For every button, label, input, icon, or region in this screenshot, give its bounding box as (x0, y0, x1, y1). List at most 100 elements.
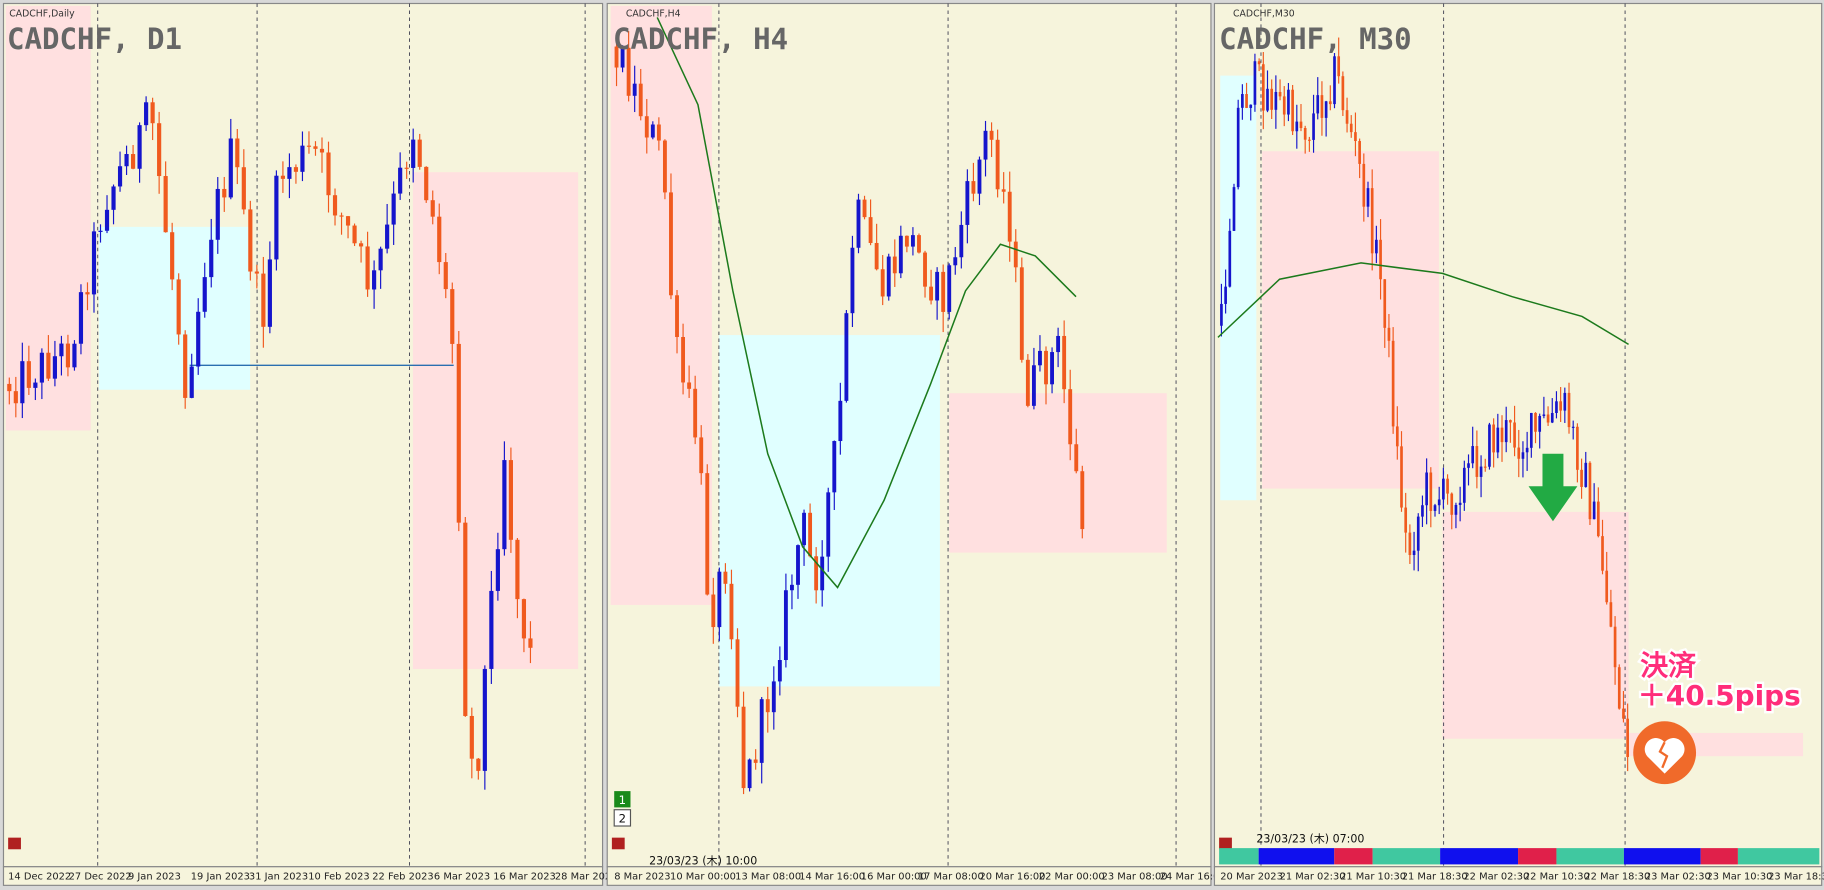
indicator-bar (1556, 848, 1624, 865)
candle-body (332, 195, 338, 216)
candle-body (1404, 507, 1408, 533)
down-arrow (1528, 453, 1578, 522)
candle-body (228, 138, 233, 198)
time-label: 20 Mar 2023 (1220, 872, 1283, 883)
candle-body (898, 235, 903, 274)
candle-body (814, 556, 819, 591)
candle-body (196, 311, 201, 367)
candle-body (1421, 505, 1424, 517)
candle-body (802, 512, 806, 546)
candle-body (953, 257, 958, 266)
zone (1262, 151, 1439, 489)
candle-body (856, 199, 861, 248)
candle-body (669, 192, 673, 296)
candle-body (1349, 123, 1353, 133)
zone (610, 5, 712, 605)
candle-body (1467, 463, 1470, 468)
candle-body (1261, 64, 1265, 111)
candle-body (904, 235, 909, 247)
candle-body (1328, 101, 1332, 105)
candle-body (215, 188, 220, 240)
candle-body (287, 167, 292, 179)
candle-body (783, 590, 788, 661)
candle-body (157, 123, 162, 177)
close-button (1219, 837, 1232, 850)
indicator-bar (1334, 848, 1373, 865)
candle-body (378, 248, 383, 271)
zone (949, 393, 1167, 553)
candle-body (1253, 61, 1257, 105)
time-label: 8 Mar 2023 (614, 872, 670, 883)
candle-body (1571, 426, 1575, 428)
candle-body (111, 186, 116, 210)
candle-body (1228, 230, 1232, 287)
candle-body (20, 361, 25, 404)
candle-body (923, 252, 927, 287)
time-label: 22 Mar 18:30 (1584, 872, 1650, 883)
candle-body (844, 313, 849, 401)
candle-body (46, 352, 51, 379)
time-label: 17 Mar 08:00 (918, 872, 984, 883)
candle-body (1458, 502, 1462, 505)
candle-body (1509, 420, 1512, 423)
candle-body (1454, 504, 1458, 515)
candle-body (450, 289, 455, 344)
indicator-bar (1623, 848, 1701, 865)
candle-body (1278, 91, 1282, 97)
heart-crack (1658, 741, 1669, 769)
candle-body (1416, 516, 1420, 551)
candle-body (495, 549, 500, 591)
candle-body (1496, 427, 1500, 453)
panel-small-title: CADCHF,M30 (1233, 8, 1295, 19)
candle-body (1366, 188, 1370, 207)
candle-body (874, 242, 879, 270)
panel-small-title: CADCHF,Daily (9, 8, 75, 19)
candle-body (248, 209, 253, 272)
time-label: 21 Mar 18:30 (1402, 872, 1468, 883)
crosshair-time: 23/03/23 (木) 07:00 (1256, 832, 1364, 845)
candle-body (1588, 462, 1592, 520)
time-label: 23 Mar 08:00 (1102, 872, 1168, 883)
candle-body (941, 271, 946, 312)
time-label: 10 Feb 2023 (308, 872, 369, 883)
candle-body (1592, 501, 1596, 520)
candle-body (1488, 424, 1491, 467)
time-label: 20 Mar 16:00 (979, 872, 1045, 883)
candle-body (274, 175, 279, 260)
candle-body (1601, 536, 1604, 571)
indicator-bar (1440, 848, 1519, 865)
candle-body (52, 356, 57, 379)
candle-body (777, 660, 782, 682)
candle-body (1337, 56, 1341, 77)
candle-body (476, 758, 481, 771)
time-label: 14 Dec 2022 (8, 872, 71, 883)
candle-body (1249, 104, 1253, 108)
candle-body (1312, 113, 1315, 140)
time-label: 23 Mar 10:30 (1707, 872, 1773, 883)
candle-body (699, 437, 704, 474)
candle-body (59, 343, 64, 357)
candle-body (868, 217, 873, 243)
candle-body (1387, 327, 1391, 341)
candle-body (528, 638, 533, 648)
candle-body (1546, 414, 1550, 423)
candle-body (78, 292, 84, 344)
candle-body (1521, 452, 1525, 459)
candle-body (977, 159, 982, 194)
panel-title: CADCHF, H4 (613, 22, 788, 56)
moving-average (1217, 262, 1629, 346)
panel-small-title: CADCHF,H4 (626, 8, 681, 19)
candle-body (430, 200, 435, 217)
time-label: 27 Dec 2022 (69, 872, 132, 883)
candle-body (358, 243, 364, 247)
candle-body (1080, 471, 1085, 530)
candle-body (508, 460, 513, 540)
candle-body (1375, 239, 1378, 254)
candle-body (391, 193, 396, 225)
candle-body (650, 124, 655, 138)
candle-body (675, 295, 679, 338)
indicator-bar (1700, 848, 1738, 865)
candle-body (170, 232, 175, 280)
candle-body (917, 235, 921, 253)
